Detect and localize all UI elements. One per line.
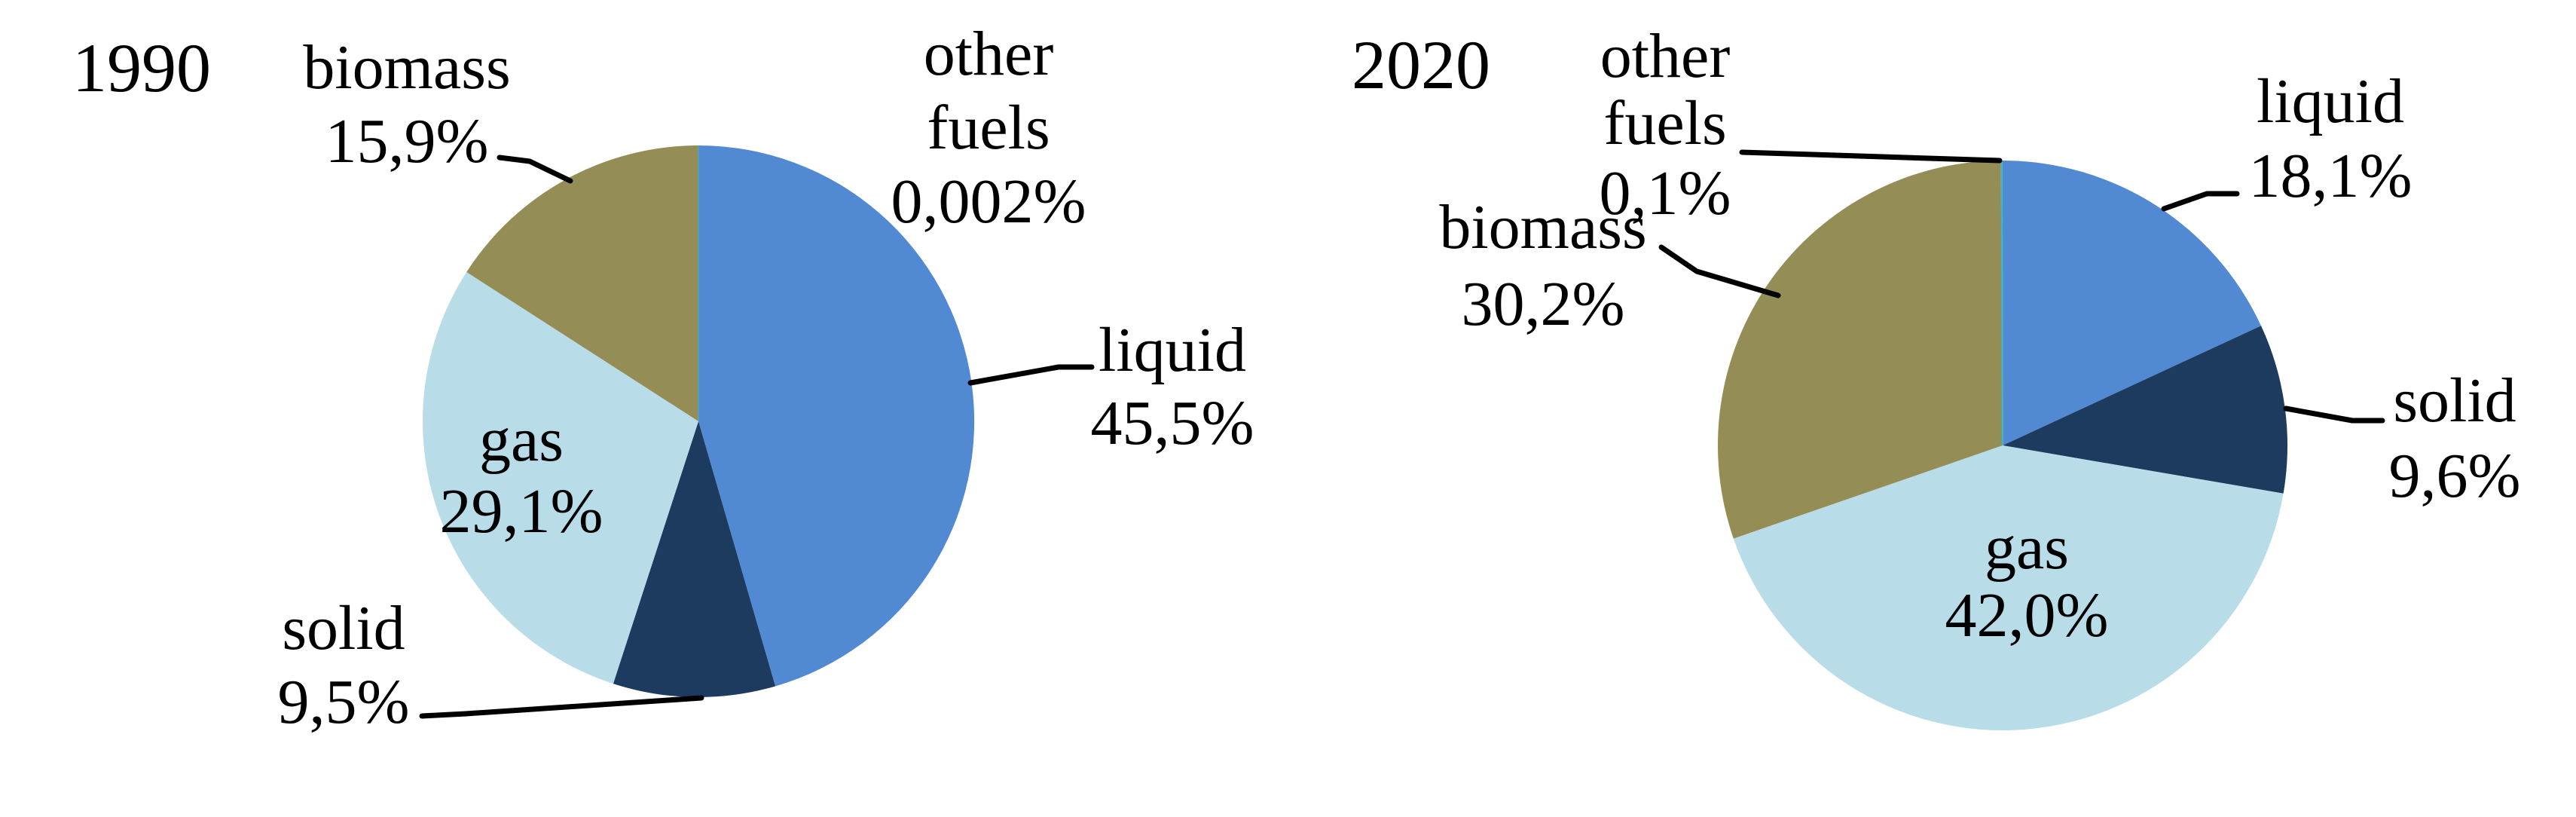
slice-2020-gas — [1733, 445, 2284, 731]
label-2020-solid-line-1: 9,6% — [2389, 441, 2521, 511]
label-1990-other-fuels-line-0: other — [924, 19, 1054, 89]
leader-2020-biomass — [1658, 244, 1781, 298]
leader-2020-other-fuels — [1739, 149, 2003, 164]
label-1990-liquid-line-0: liquid — [1099, 315, 1246, 385]
label-2020-other-fuels-line-1: fuels — [1603, 88, 1726, 158]
label-1990-solid-line-1: 9,5% — [278, 667, 410, 737]
slice-1990-biomass — [466, 145, 698, 421]
leader-2020-liquid — [2161, 191, 2240, 212]
label-2020-other-fuels-line-0: other — [1600, 21, 1731, 91]
slice-2020-other-fuels — [2000, 160, 2004, 446]
label-2020-gas-line-1: 42,0% — [1945, 580, 2109, 650]
slice-2020-solid — [2003, 326, 2288, 494]
label-2020-liquid-line-0: liquid — [2257, 66, 2404, 136]
label-2020-gas-line-0: gas — [1985, 513, 2069, 583]
label-2020-solid-line-0: solid — [2393, 366, 2516, 436]
leader-1990-liquid — [967, 364, 1095, 386]
slice-1990-solid — [613, 421, 776, 698]
leader-1990-biomass — [497, 155, 573, 184]
label-1990-gas-line-1: 29,1% — [440, 476, 604, 546]
label-2020-liquid-line-1: 18,1% — [2249, 141, 2413, 211]
slice-1990-liquid — [698, 145, 975, 687]
label-2020-biomass-line-0: biomass — [1439, 192, 1646, 262]
label-1990-liquid-line-1: 45,5% — [1091, 388, 1254, 458]
leader-1990-solid — [419, 695, 704, 719]
chart-title-2020: 2020 — [1352, 26, 1490, 103]
label-1990-other-fuels-line-2: 0,002% — [891, 167, 1086, 237]
slice-1990-gas — [423, 272, 698, 684]
leader-2020-solid — [2283, 405, 2385, 424]
slice-2020-biomass — [1718, 161, 2003, 539]
slice-2020-liquid — [2003, 161, 2261, 445]
label-1990-gas-line-0: gas — [479, 405, 564, 475]
label-1990-biomass-line-0: biomass — [303, 32, 510, 103]
label-1990-other-fuels-line-1: fuels — [927, 93, 1050, 163]
label-1990-solid-line-0: solid — [282, 593, 405, 663]
label-1990-biomass-line-1: 15,9% — [325, 106, 489, 176]
chart-title-1990: 1990 — [72, 29, 211, 106]
label-2020-other-fuels-line-2: 0,1% — [1600, 158, 1731, 228]
label-2020-biomass-line-1: 30,2% — [1462, 269, 1625, 339]
